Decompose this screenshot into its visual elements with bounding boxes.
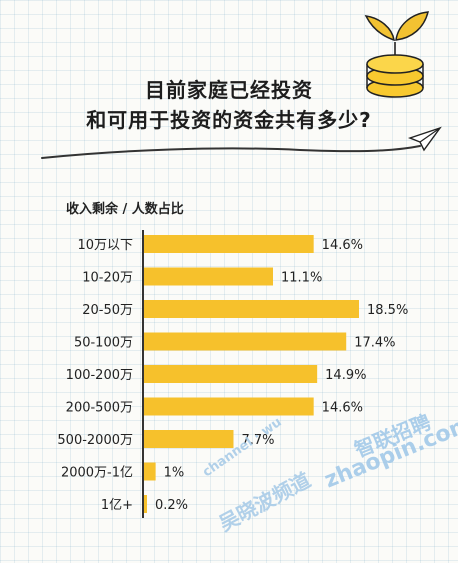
coin-sprout-icon — [364, 11, 429, 98]
category-label: 10-20万 — [82, 271, 133, 286]
value-label: 1% — [164, 466, 185, 481]
divider-line — [41, 145, 421, 159]
value-label: 0.2% — [155, 498, 188, 513]
value-label: 7.7% — [241, 433, 274, 448]
bar — [144, 235, 314, 253]
value-label: 14.6% — [322, 238, 363, 253]
chart-subtitle: 收入剩余 / 人数占比 — [66, 202, 184, 217]
category-label: 200-500万 — [66, 401, 133, 416]
bar — [144, 430, 234, 448]
bar — [144, 495, 147, 513]
category-label: 50-100万 — [74, 336, 133, 351]
bar — [144, 267, 273, 286]
value-label: 17.4% — [354, 336, 395, 351]
category-label: 500-2000万 — [57, 433, 133, 448]
bar — [144, 365, 318, 383]
chart-title-line-2: 和可用于投资的资金共有多少? — [86, 108, 372, 132]
value-label: 14.9% — [325, 368, 366, 383]
bar — [144, 462, 156, 481]
bar — [144, 300, 359, 318]
category-label: 100-200万 — [66, 368, 133, 383]
value-label: 14.6% — [322, 401, 363, 416]
chart-title-line-1: 目前家庭已经投资 — [145, 78, 313, 102]
category-label: 2000万-1亿 — [61, 466, 133, 481]
category-label: 10万以下 — [77, 238, 133, 253]
value-label: 11.1% — [281, 271, 322, 286]
paper-plane-icon — [407, 126, 442, 152]
value-label: 18.5% — [367, 303, 408, 318]
bar — [144, 397, 314, 416]
category-label: 20-50万 — [82, 303, 133, 318]
category-label: 1亿+ — [101, 498, 133, 513]
bar — [144, 332, 347, 351]
